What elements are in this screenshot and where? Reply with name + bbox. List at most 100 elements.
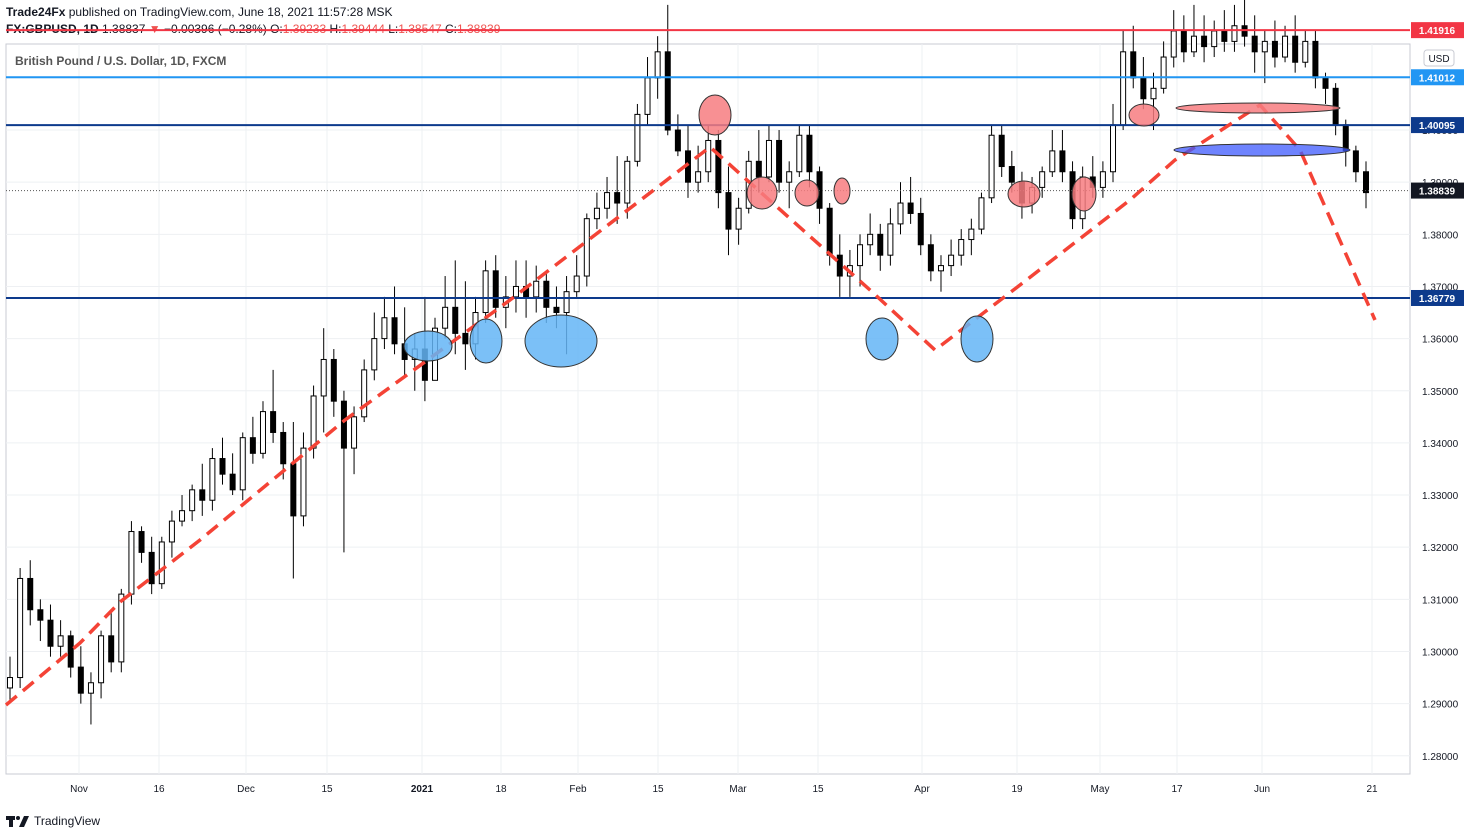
candle-up [189,489,196,512]
candle-up [634,113,641,162]
candle-up [796,134,803,173]
candle-up [512,285,519,298]
y-tick-label: 1.38000 [1422,230,1459,241]
price-chart[interactable]: British Pound / U.S. Dollar, 1D, FXCM US… [0,0,1475,808]
x-tick-label: Apr [914,784,930,795]
y-tick-label: 1.34000 [1422,439,1459,450]
candle-down [1221,30,1228,42]
candle-down [725,192,732,230]
candle-down [664,51,671,131]
candle-up [259,411,266,454]
candle-up [482,270,489,314]
candle-down [543,280,550,308]
resistance-marker [1175,102,1341,114]
candle-down [1201,35,1208,48]
candle-down [391,317,398,345]
resistance-marker [833,177,851,205]
support-marker [865,317,899,361]
chart-frame [5,43,1411,775]
price-axis[interactable]: 1.28000 1.29000 1.30000 1.31000 1.32000 1.330… [1411,22,1464,763]
candle-down [553,306,560,314]
candle-up [1160,56,1167,89]
support-marker [524,314,598,368]
candle-up [1120,51,1127,126]
resistance-marker [1071,176,1097,212]
time-axis[interactable]: Nov 16 Dec 15 2021 18 Feb 15 Mar 15 Apr 19 May 17 Jun 2… [70,784,1378,795]
y-tick-label: 1.35000 [1422,387,1459,398]
last-price-box [1411,182,1464,199]
x-tick-label: Feb [569,784,587,795]
level-price-box [1411,22,1464,39]
candle-down [229,473,236,491]
candle-down [37,609,44,621]
candle-up [533,280,540,298]
candle-up [1099,171,1106,188]
candle-down [108,635,115,663]
level-price-box [1411,69,1464,86]
candle-down [290,463,297,517]
y-tick-label: 1.30000 [1422,647,1459,658]
y-tick-label: 1.37000 [1422,282,1459,293]
level-price-box [1411,289,1464,306]
candle-up [442,306,449,329]
candle-up [948,254,955,267]
annotations [4,94,1377,707]
change-value: −0.00396 (−0.28%) [164,22,267,36]
high-value: 1.39444 [341,22,385,36]
low-value: 1.38547 [398,22,442,36]
candle-down [674,129,681,152]
resistance-marker [794,179,820,207]
level-price-label: 1.41012 [1419,73,1456,84]
candle-up [381,317,388,340]
close-label: C: [444,22,457,36]
candle-up [705,139,712,173]
x-tick-label: 16 [153,784,165,795]
candle-down [877,233,884,256]
candle-down [998,134,1005,168]
candle-up [857,244,864,267]
candle-up [654,51,661,79]
candle-down [249,437,256,454]
candle-down [806,134,813,173]
candle-up [573,275,580,293]
resistance-marker [746,176,778,210]
level-price-box [1411,117,1464,134]
y-tick-label: 1.36000 [1422,335,1459,346]
x-tick-label: 17 [1171,784,1183,795]
candle-down [836,254,843,277]
candle-up [351,416,358,449]
candle-up [128,531,135,595]
y-tick-label: 1.29000 [1422,700,1459,711]
resistance-marker [1007,180,1041,208]
symbol-label: FX:GBPUSD, 1D [6,22,99,36]
candle-down [1352,150,1359,173]
candle-down [917,212,924,246]
candle-up [735,207,742,230]
open-label: O: [270,22,283,36]
x-tick-label: 19 [1011,784,1023,795]
candle-up [958,239,965,256]
candle-up [158,541,165,585]
candle-up [1302,40,1309,63]
candle-up [1190,35,1197,53]
x-tick-label: 2021 [411,784,434,795]
candle-up [988,134,995,199]
x-tick-label: Jun [1254,784,1270,795]
currency-button[interactable]: USD [1428,54,1449,65]
candle-down [148,551,155,585]
candle-up [867,233,874,246]
candle-up [897,202,904,225]
support-marker [1173,143,1351,157]
resistance-marker [1128,103,1160,127]
candle-up [765,139,772,178]
currency-button-frame[interactable] [1423,49,1455,67]
candle-down [492,270,499,308]
candle-up [7,677,13,689]
last-value: 1.38837 [102,22,146,36]
candle-down [614,192,621,204]
support-marker [960,315,994,363]
candle-up [87,682,94,694]
candle-up [168,520,175,543]
candle-up [937,265,944,272]
candle-down [927,244,934,272]
